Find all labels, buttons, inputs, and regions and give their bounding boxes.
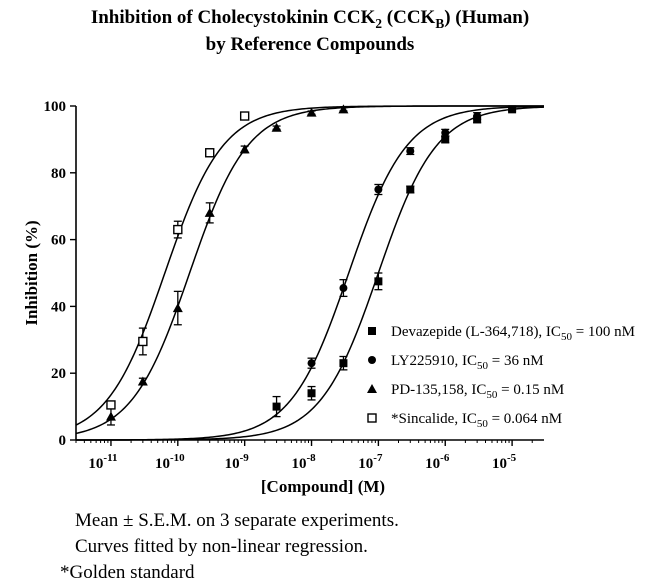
x-tick-label: 10-6 [425,452,450,472]
fit-curve-ly225910 [76,105,545,441]
y-tick-label: 80 [51,166,66,182]
error-bars [106,107,517,426]
point-pd135158 [137,376,148,386]
fit-curve-sincalide [75,105,544,426]
point-ly225910 [374,185,383,194]
y-tick-label: 40 [51,299,66,315]
point-sincalide [239,111,250,121]
point-sincalide [205,148,215,158]
legend-label-devazepide: Devazepide (L-364,718), IC50 = 100 nM [391,324,635,343]
point-ly225910 [473,112,482,121]
dose-response-chart: 0 20 40 60 80 100 10-11 10-10 10-9 10-8 10-7 10-6 10… [22,99,635,496]
y-tick-label: 100 [44,99,67,115]
note-golden-standard: *Golden standard [60,562,195,583]
point-pd135158 [306,107,317,117]
point-pd135158 [204,207,215,217]
point-pd135158 [338,104,349,114]
y-tick-label: 0 [59,433,67,449]
point-devazepide [374,277,383,286]
point-pd135158 [172,303,183,313]
point-pd135158 [105,411,116,421]
legend: Devazepide (L-364,718), IC50 = 100 nM LY2… [367,324,635,430]
point-sincalide [173,224,183,235]
data-points [105,104,517,421]
point-ly225910 [307,359,316,368]
point-ly225910 [339,284,348,293]
legend-marker-sincalide [367,413,377,423]
point-devazepide [339,359,348,368]
x-tick-label: 10-9 [225,452,250,472]
point-sincalide [138,336,148,347]
point-devazepide [307,389,316,398]
point-devazepide [441,135,450,144]
point-sincalide [106,400,116,410]
legend-marker-pd135158 [367,384,377,393]
point-devazepide [272,402,281,411]
chart-title-line-1: Inhibition of Cholecystokinin CCK2 (CCKB… [90,7,530,31]
x-axis-label: [Compound] (M) [261,477,385,496]
x-tick-label: 10-11 [88,452,117,472]
chart-title-line-2: by Reference Compounds [205,34,415,55]
point-devazepide [508,105,517,114]
note-mean-sem: Mean ± S.E.M. on 3 separate experiments. [75,510,399,531]
legend-marker-ly225910 [368,356,376,364]
x-tick-label: 10-10 [155,452,185,472]
point-devazepide [406,185,415,194]
note-curve-fit: Curves fitted by non-linear regression. [75,536,368,557]
legend-label-sincalide: *Sincalide, IC50 = 0.064 nM [391,411,562,430]
point-pd135158 [271,122,282,132]
x-tick-label: 10-5 [492,452,517,472]
y-axis-label: Inhibition (%) [22,220,41,325]
point-ly225910 [441,128,450,137]
x-tick-label: 10-7 [358,452,383,472]
point-ly225910 [406,147,415,156]
y-tick-label: 60 [51,233,66,249]
legend-marker-devazepide [368,327,376,335]
legend-label-ly225910: LY225910, IC50 = 36 nM [391,353,544,372]
y-tick-label: 20 [51,366,66,382]
x-tick-label: 10-8 [291,452,316,472]
point-pd135158 [239,144,250,154]
legend-label-pd135158: PD-135,158, IC50 = 0.15 nM [391,382,564,401]
